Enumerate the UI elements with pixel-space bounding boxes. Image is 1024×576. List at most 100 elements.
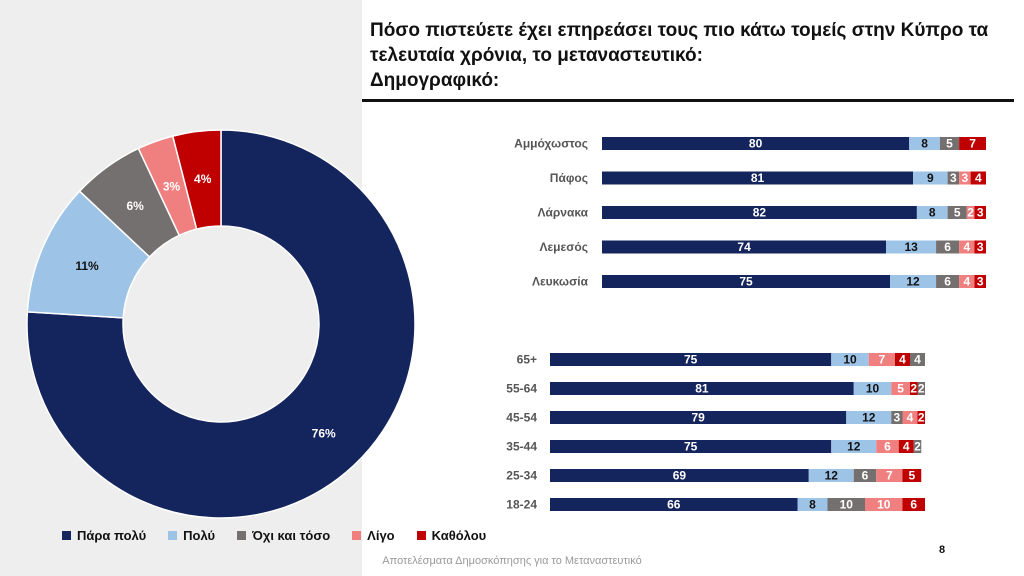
bar-segment — [853, 469, 877, 482]
bar-data-label: 5 — [897, 382, 904, 396]
legend-item-ochi-kai-toso: Όχι και τόσο — [237, 528, 330, 543]
bar-segment — [602, 206, 917, 219]
bar-data-label: 12 — [825, 469, 839, 483]
bar-category-label: Λεμεσός — [539, 240, 588, 254]
bar-segment — [909, 137, 940, 150]
bar-data-label: 5 — [946, 137, 953, 151]
title-line-1: Πόσο πιστεύετε έχει επηρεάσει τους πιο κ… — [370, 20, 989, 41]
bar-segment — [947, 171, 960, 185]
bar-segment — [970, 171, 986, 185]
bar-segment — [913, 440, 922, 453]
legend-label: Λίγο — [367, 528, 395, 543]
legend-item-katholou: Καθόλου — [416, 528, 487, 543]
bar-segment — [797, 498, 828, 511]
bar-segment — [831, 353, 869, 366]
bar-category-label: 18-24 — [506, 498, 537, 512]
legend-swatch — [416, 531, 426, 540]
donut-data-label: 76% — [312, 426, 336, 440]
legend-label: Καθόλου — [431, 528, 487, 543]
bar-segment — [913, 171, 948, 185]
bar-data-label: 75 — [684, 353, 698, 367]
page-number: 8 — [939, 544, 946, 556]
bar-data-label: 81 — [751, 171, 765, 185]
bar-data-label: 5 — [954, 206, 961, 220]
bar-segment — [550, 440, 832, 453]
legend-swatch — [352, 531, 362, 540]
bar-data-label: 6 — [862, 469, 869, 483]
bar-category-label: 45-54 — [506, 411, 537, 425]
bar-segment — [808, 469, 854, 482]
bar-segment — [959, 137, 986, 150]
legend-swatch — [62, 531, 71, 540]
bar-category-label: 65+ — [517, 353, 537, 367]
bar-data-label: 3 — [962, 171, 969, 185]
bar-segment — [974, 206, 986, 219]
bar-data-label: 79 — [691, 411, 705, 425]
bar-data-label: 82 — [753, 206, 767, 220]
bar-data-label: 8 — [921, 137, 928, 151]
bar-segment — [902, 469, 922, 482]
bar-category-label: Λάρνακα — [537, 206, 588, 220]
legend-swatch — [237, 531, 247, 540]
bar-data-label: 6 — [944, 275, 951, 289]
bar-data-label: 2 — [967, 206, 974, 220]
bar-segment — [895, 353, 910, 366]
bar-data-label: 2 — [910, 382, 917, 396]
bar-segment — [550, 353, 832, 366]
title-line-2: τελευταία χρόνια, το μεταναστευτικό: — [370, 45, 703, 66]
bar-segment — [939, 137, 960, 150]
bar-segment — [868, 353, 895, 366]
bar-data-label: 3 — [894, 411, 901, 425]
bar-segment — [974, 275, 986, 288]
bar-data-label: 2 — [914, 440, 921, 454]
bar-data-label: 4 — [899, 353, 906, 367]
bar-segment — [865, 498, 903, 511]
bar-segment — [959, 275, 975, 288]
bar-segment — [602, 240, 887, 254]
bar-segment — [827, 498, 865, 511]
bar-segment — [602, 275, 890, 288]
title-underline — [362, 99, 1014, 102]
bar-data-label: 2 — [918, 411, 925, 425]
bar-category-label: 35-44 — [506, 440, 537, 454]
bar-data-label: 5 — [909, 469, 916, 483]
bar-category-label: 25-34 — [506, 469, 537, 483]
bar-data-label: 4 — [963, 240, 970, 254]
bar-segment — [936, 240, 960, 254]
bar-data-label: 6 — [884, 440, 891, 454]
bar-segment — [550, 469, 809, 482]
bar-data-label: 12 — [906, 275, 920, 289]
bar-segment — [910, 353, 925, 366]
bar-data-label: 8 — [929, 206, 936, 220]
bar-segment — [966, 206, 975, 219]
bar-segment — [910, 382, 918, 395]
bar-data-label: 13 — [904, 240, 918, 254]
bar-data-label: 9 — [927, 171, 934, 185]
bar-data-label: 80 — [749, 137, 763, 151]
slide-title: Πόσο πιστεύετε έχει επηρεάσει τους πιο κ… — [370, 18, 1010, 93]
bar-category-label: Αμμόχωστος — [514, 137, 588, 151]
legend-swatch — [168, 531, 178, 540]
bar-data-label: 12 — [847, 440, 861, 454]
bar-segment — [916, 206, 948, 219]
bar-segment — [550, 411, 847, 424]
bar-segment — [876, 469, 903, 482]
bar-data-label: 69 — [673, 469, 687, 483]
donut-data-label: 3% — [163, 180, 181, 194]
donut-legend: Πάρα πολύ Πολύ Όχι και τόσο Λίγο Καθόλου — [62, 528, 486, 543]
bar-data-label: 7 — [969, 137, 976, 151]
legend-label: Όχι και τόσο — [252, 528, 331, 543]
bar-data-label: 4 — [903, 440, 910, 454]
bar-segment — [898, 440, 914, 453]
bar-segment — [959, 240, 975, 254]
bar-segment — [853, 382, 892, 395]
bar-data-label: 66 — [667, 498, 681, 512]
bar-segment — [550, 498, 798, 511]
bar-data-label: 7 — [879, 353, 886, 367]
bar-segment — [876, 440, 899, 453]
bar-category-label: 55-64 — [506, 382, 537, 396]
bar-data-label: 3 — [950, 171, 957, 185]
bar-data-label: 10 — [877, 498, 891, 512]
bar-segment — [917, 382, 925, 395]
title-line-3: Δημογραφικό: — [370, 70, 500, 91]
